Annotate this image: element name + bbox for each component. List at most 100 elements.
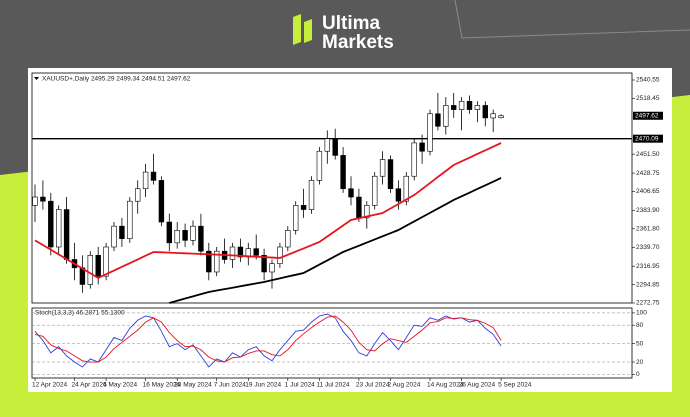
brand-line1: Ultima [322, 13, 381, 34]
candle-body [198, 225, 204, 252]
y-tick-label: 50 [636, 340, 644, 347]
candle-body [371, 175, 378, 206]
x-tick-label: 2 Aug 2024 [388, 382, 421, 389]
candle-body [482, 105, 488, 119]
candle-body [316, 150, 323, 181]
y-tick-label: 2294.85 [636, 281, 660, 288]
y-tick-label: 2339.70 [636, 244, 660, 251]
brand-line2: Markets [322, 32, 394, 53]
y-tick-label: 2316.95 [636, 263, 660, 270]
y-tick-label: 2428.75 [636, 170, 660, 177]
candle-body [135, 188, 141, 202]
candle-body [450, 105, 457, 110]
candle-body [174, 230, 180, 244]
candle-body [142, 171, 149, 190]
candle-body [332, 138, 338, 156]
candle-body [300, 205, 307, 210]
x-tick-label: 7 Jun 2024 [214, 382, 247, 389]
line-series [34, 315, 502, 363]
candle-body [253, 248, 259, 256]
candle-body [269, 263, 275, 273]
y-tick-label: 2383.90 [636, 207, 660, 214]
price-box [633, 111, 663, 120]
x-tick-label: 23 Jul 2024 [356, 382, 390, 389]
x-tick-label: 19 Jun 2024 [245, 382, 281, 389]
candle-body [292, 205, 299, 231]
candle-body [103, 246, 109, 277]
candle-body [190, 225, 196, 241]
candle-body [127, 200, 133, 239]
main-panel [31, 72, 633, 304]
candle-body [308, 180, 315, 210]
candle-body [356, 196, 362, 219]
logo-icon [304, 19, 312, 43]
y-tick-label: 2451.50 [636, 151, 660, 158]
candle-body [364, 205, 370, 219]
x-tick-label: 24 Apr 2024 [72, 382, 107, 389]
candle-body [55, 209, 62, 248]
y-tick-label: 2272.75 [636, 300, 660, 307]
candle-body [285, 230, 291, 248]
candle-body [340, 155, 346, 190]
candle-body [403, 175, 409, 202]
level-label: 2470.09 [635, 135, 659, 142]
logo-icon [293, 14, 301, 45]
candle-body [466, 100, 473, 110]
y-tick-label: 2518.45 [636, 95, 660, 102]
candle-body [419, 142, 425, 152]
candle-body [111, 225, 117, 248]
candle-body [261, 255, 267, 273]
line-series [34, 313, 502, 368]
candle-body [324, 138, 330, 152]
candle-body [237, 246, 244, 258]
candle-body [214, 250, 220, 273]
candle-body [490, 113, 496, 119]
candle-body [443, 105, 449, 127]
candle-body [166, 221, 172, 244]
x-tick-label: 5 Sep 2024 [498, 382, 532, 389]
level-box [633, 134, 663, 143]
logo: Ultima Markets [293, 13, 394, 53]
candle-body [435, 113, 441, 127]
y-tick-label: 2540.55 [636, 77, 660, 84]
x-tick-label: 16 May 2024 [143, 382, 181, 389]
menu-arrow [34, 77, 39, 80]
candle-body [474, 105, 481, 110]
candle-body [63, 209, 70, 260]
y-tick-label: 2361.80 [636, 226, 660, 233]
candle-body [48, 200, 54, 248]
x-tick-label: 26 Aug 2024 [459, 382, 496, 389]
candle-body [498, 115, 504, 118]
x-tick-label: 1 Jul 2024 [285, 382, 315, 389]
candle-body [427, 113, 433, 152]
candle-body [182, 230, 188, 241]
y-tick-label: 2406.65 [636, 188, 660, 195]
candle-body [158, 180, 165, 223]
candle-body [40, 196, 46, 202]
candle-body [348, 188, 354, 198]
line-series [169, 177, 502, 304]
candle-body [411, 142, 417, 177]
candle-body [229, 246, 236, 260]
candle-body [387, 159, 394, 190]
stoch-title: Stoch(13,3,3) 46.2871 55.1300 [35, 310, 125, 317]
candle-body [379, 159, 386, 177]
candle-body [87, 255, 94, 285]
candle-body [95, 255, 101, 277]
x-tick-label: 12 Apr 2024 [32, 382, 67, 389]
stoch-panel [31, 307, 633, 379]
candle-body [277, 246, 283, 264]
candle-body [32, 196, 38, 206]
candle-body [206, 250, 212, 273]
line-series [34, 142, 502, 280]
x-tick-label: 14 Aug 2024 [427, 382, 464, 389]
y-tick-label: 100 [636, 310, 647, 317]
y-tick-label: 20 [636, 359, 644, 366]
x-tick-label: 11 Jul 2024 [316, 382, 350, 389]
price-label: 2497.62 [635, 112, 659, 119]
candle-body [395, 188, 402, 202]
candle-body [150, 171, 157, 181]
chart-window [28, 68, 672, 392]
candle-body [458, 100, 465, 110]
y-tick-label: 0 [636, 371, 640, 378]
